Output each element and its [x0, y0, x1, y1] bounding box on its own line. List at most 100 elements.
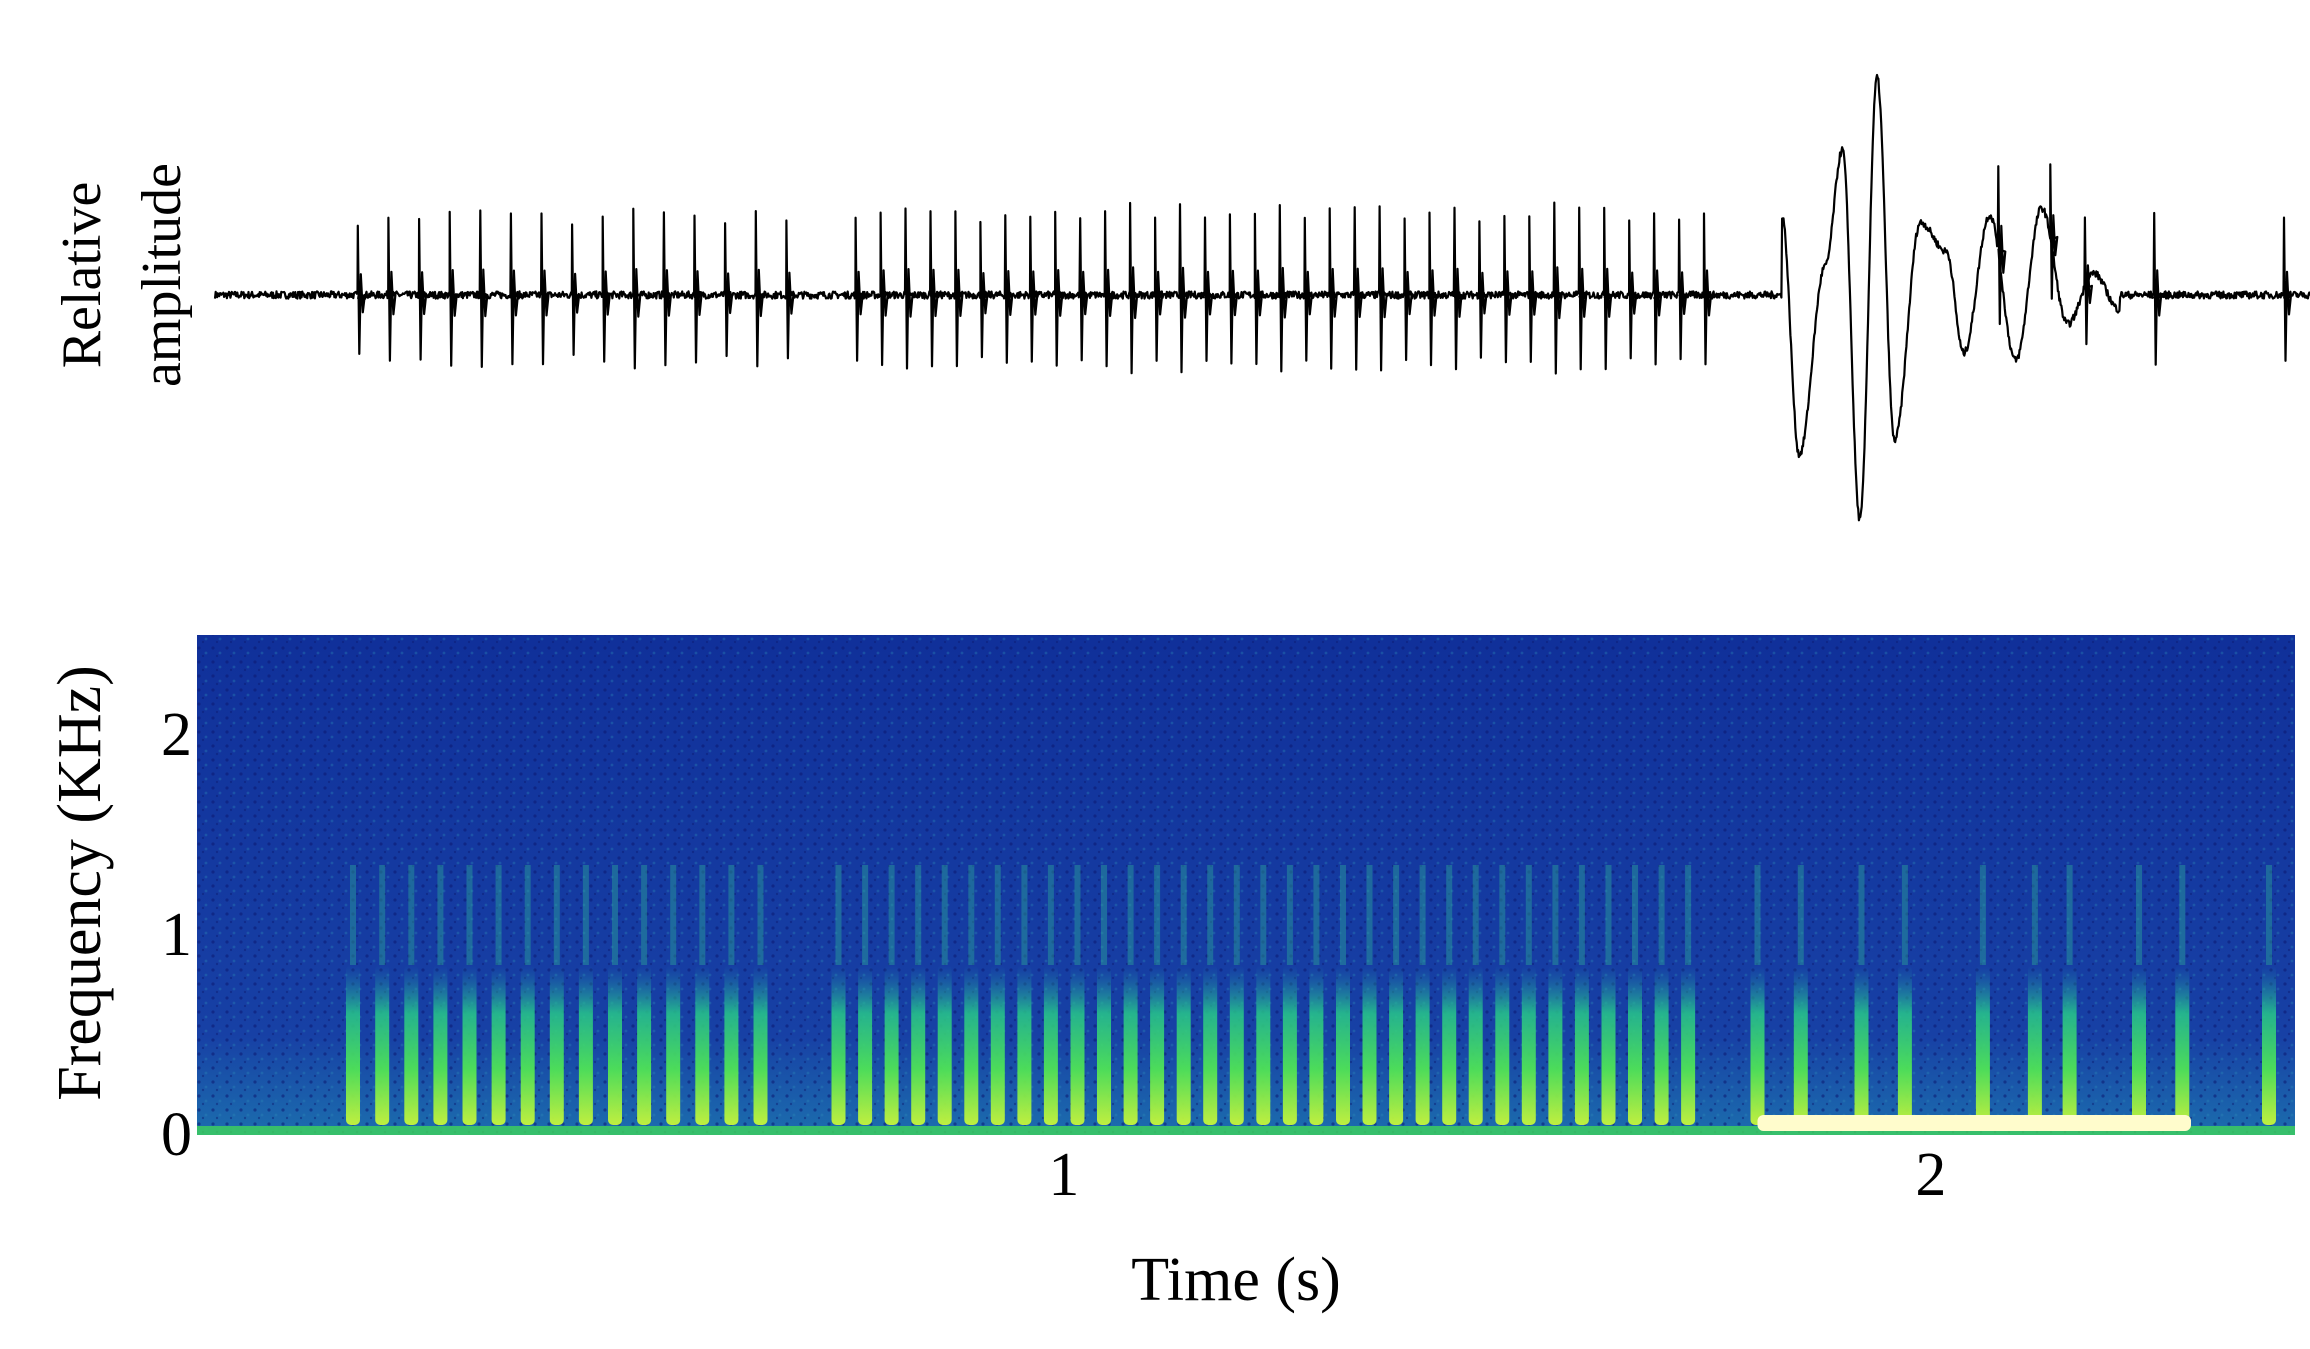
spectrogram-pulse-upper	[968, 865, 975, 965]
spectrogram-pulse-upper	[699, 865, 706, 965]
spectrogram-pulse-upper	[1552, 865, 1559, 965]
spectrogram-pulse	[1654, 965, 1669, 1125]
spectrogram-pulse	[491, 965, 506, 1125]
waveform-ylabel-line-1: Relative	[51, 182, 113, 369]
spectrogram-pulse	[578, 965, 593, 1125]
spectrogram-pulse-upper	[437, 865, 444, 965]
spectrogram-pulse-upper	[941, 865, 948, 965]
spectrogram-pulse-upper	[1979, 865, 1986, 965]
spectrogram-pulse	[520, 965, 535, 1125]
spectrogram-pulse-upper	[1021, 865, 1028, 965]
spectrogram-floor-band	[197, 1126, 2295, 1135]
spectrogram-pulse	[1203, 965, 1218, 1125]
spectrogram-pulse	[1601, 965, 1616, 1125]
spectrogram-pulse-upper	[1393, 865, 1400, 965]
spectrogram-pulse	[831, 965, 846, 1125]
spectrogram-pulse	[2132, 965, 2146, 1125]
spectrogram-pulse-upper	[553, 865, 560, 965]
spectrogram-pulse	[1548, 965, 1563, 1125]
spectrogram-pulse	[2262, 965, 2276, 1125]
spectrogram-pulse	[1097, 965, 1111, 1125]
spectrogram-pulse-upper	[1797, 865, 1804, 965]
spectrogram-pulse-upper	[1685, 865, 1692, 965]
spectrogram-pulse-upper	[1286, 865, 1293, 965]
spectrogram-pulse	[1229, 965, 1244, 1125]
spectrogram-pulse-upper	[2031, 865, 2038, 965]
spectrogram-pulse	[1150, 965, 1165, 1125]
spectrogram-pulse	[753, 965, 768, 1125]
spectrogram-pulse	[1975, 965, 1990, 1125]
spectrogram-pulse	[1897, 965, 1912, 1125]
spectrogram-pulse	[884, 965, 899, 1125]
spectrogram-xlabel: Time (s)	[1131, 1246, 1341, 1314]
spectrogram-pulse-upper	[728, 865, 735, 965]
spectrogram-pulse	[637, 965, 652, 1125]
spectrogram-pulse	[2027, 965, 2042, 1125]
spectrogram-pulse	[1389, 965, 1404, 1125]
spectrogram-pulse-upper	[1525, 865, 1532, 965]
x-tick-label: 1	[1048, 1141, 1079, 1209]
spectrogram-pulse	[2062, 965, 2077, 1125]
spectrogram-pulse	[964, 965, 979, 1125]
spectrogram-pulse	[1628, 965, 1642, 1125]
spectrogram-pulse-upper	[1233, 865, 1240, 965]
spectrogram-pulse	[1442, 965, 1457, 1125]
spectrogram-pulse	[549, 965, 564, 1125]
spectrogram-pulse-upper	[1578, 865, 1585, 965]
spectrogram-pulse	[937, 965, 952, 1125]
spectrogram-pulse-upper	[1754, 865, 1761, 965]
spectrogram-pulse	[1574, 965, 1589, 1125]
spectrogram-pulse-upper	[408, 865, 415, 965]
spectrogram-pulse-upper	[524, 865, 531, 965]
spectrogram-pulse-upper	[495, 865, 502, 965]
x-tick-label: 2	[1915, 1141, 1946, 1209]
spectrogram-pulse	[1017, 965, 1032, 1125]
spectrogram-pulse	[724, 965, 739, 1125]
spectrogram-pulse	[1415, 965, 1430, 1125]
y-tick-label: 1	[161, 901, 192, 969]
spectrogram-pulse-upper	[2066, 865, 2073, 965]
spectrogram-pulse-upper	[1632, 865, 1638, 965]
spectrogram-pulse	[666, 965, 681, 1125]
spectrogram-pulse	[1070, 965, 1085, 1125]
spectrogram-pulse	[1043, 965, 1058, 1125]
spectrogram-pulse-upper	[1074, 865, 1081, 965]
spectrogram-pulse	[1123, 965, 1138, 1125]
spectrogram-pulse-upper	[994, 865, 1001, 965]
spectrogram-pulse	[858, 965, 873, 1125]
spectrogram-pulse-upper	[1207, 865, 1214, 965]
spectrogram-pulse	[433, 965, 448, 1125]
spectrogram-pulse	[1256, 965, 1271, 1125]
spectrogram-pulse	[990, 965, 1005, 1125]
spectrogram-pulse-upper	[2179, 865, 2186, 965]
spectrogram-pulse	[1309, 965, 1324, 1125]
spectrogram-pulse-upper	[1658, 865, 1665, 965]
spectrogram-pulse-upper	[1127, 865, 1134, 965]
spectrogram-pulse-upper	[1446, 865, 1453, 965]
spectrogram-pulse-upper	[1313, 865, 1320, 965]
spectrogram-pulse-upper	[757, 865, 764, 965]
spectrogram-pulse-upper	[350, 865, 356, 965]
spectrogram-pulse-upper	[466, 865, 473, 965]
spectrogram-pulse	[462, 965, 477, 1125]
y-tick-labels: 0 1 2	[161, 701, 192, 1169]
spectrogram-pulse-upper	[641, 865, 648, 965]
spectrogram-pulse	[1362, 965, 1377, 1125]
waveform-ylabel-line-2: amplitude	[131, 163, 193, 387]
spectrogram-pulse-upper	[2266, 865, 2272, 965]
spectrogram-pulse-upper	[1472, 865, 1479, 965]
spectrogram-pulse-upper	[1047, 865, 1054, 965]
spectrogram-pulse	[2175, 965, 2190, 1125]
spectrogram-ylabel: Frequency (KHz)	[46, 665, 114, 1101]
spectrogram-pulse	[1793, 965, 1808, 1125]
spectrogram-pulse-upper	[670, 865, 677, 965]
spectrogram-pulse-upper	[1605, 865, 1612, 965]
spectrogram-pulse-upper	[582, 865, 589, 965]
spectrogram-noise	[197, 635, 2295, 1135]
spectrogram-pulse	[1495, 965, 1510, 1125]
spectrogram-pulse-upper	[1366, 865, 1373, 965]
spectrogram-pulse	[1521, 965, 1536, 1125]
spectrogram-pulse-upper	[1499, 865, 1506, 965]
waveform-line	[213, 73, 2310, 522]
